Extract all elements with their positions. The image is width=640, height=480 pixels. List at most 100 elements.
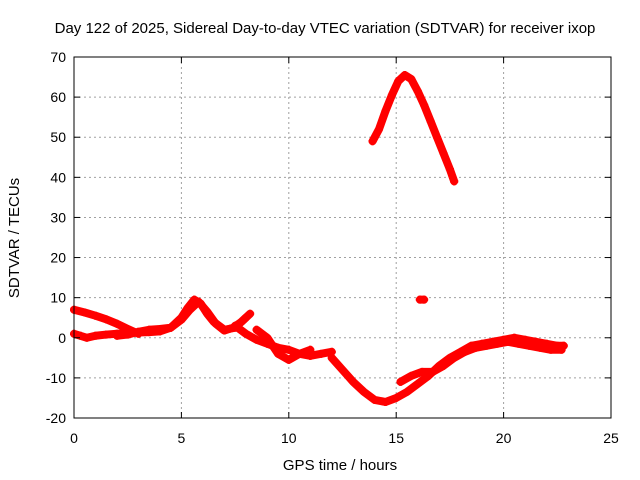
data-point — [349, 377, 358, 386]
data-point — [394, 77, 403, 86]
data-point — [338, 365, 347, 374]
data-point — [460, 347, 469, 356]
data-point — [246, 309, 255, 318]
data-point — [166, 323, 175, 332]
data-point — [450, 177, 459, 186]
data-point — [185, 305, 194, 314]
x-tick-label: 25 — [603, 430, 619, 446]
data-point — [237, 317, 246, 326]
data-point — [439, 149, 448, 158]
y-tick-label: 0 — [58, 330, 66, 346]
y-tick-label: 10 — [50, 290, 66, 306]
data-point — [413, 87, 422, 96]
data-point — [274, 349, 283, 358]
data-point — [327, 353, 336, 362]
data-point — [220, 326, 229, 335]
data-point — [381, 107, 390, 116]
data-point — [134, 327, 143, 336]
x-tick-label: 15 — [388, 430, 404, 446]
series-isolated-point — [415, 295, 429, 304]
data-point — [525, 341, 534, 350]
data-point — [482, 341, 491, 350]
data-point — [177, 315, 186, 324]
y-axis-ticks: -20 -10 0 10 20 30 40 50 60 70 — [46, 49, 611, 426]
x-axis-label: GPS time / hours — [283, 457, 397, 474]
data-point — [536, 343, 545, 352]
y-axis-label: SDTVAR / TECUs — [6, 178, 23, 298]
data-point — [112, 319, 121, 328]
data-point — [445, 165, 454, 174]
data-point — [417, 367, 426, 376]
data-point — [252, 335, 261, 344]
series-arc-night-late — [396, 337, 566, 386]
data-point — [413, 379, 422, 388]
data-point — [263, 333, 272, 342]
y-tick-label: -10 — [46, 370, 66, 386]
data-point — [407, 75, 416, 84]
data-point — [514, 339, 523, 348]
x-axis-ticks: 0 5 10 15 20 25 — [70, 57, 619, 446]
data-point — [428, 367, 437, 376]
data-point — [91, 331, 100, 340]
data-point — [426, 117, 435, 126]
series-arc-afternoon-spread — [252, 325, 315, 364]
data-point — [194, 297, 203, 306]
data-point — [359, 387, 368, 396]
y-tick-label: 20 — [50, 250, 66, 266]
data-point — [80, 308, 89, 317]
data-point — [439, 361, 448, 370]
data-point — [381, 397, 390, 406]
y-tick-label: -20 — [46, 410, 66, 426]
plot-frame — [73, 56, 612, 419]
data-point — [317, 349, 326, 358]
data-point — [91, 311, 100, 320]
data-point — [420, 295, 429, 304]
data-point — [231, 321, 240, 330]
data-point — [396, 377, 405, 386]
data-point — [252, 325, 261, 334]
data-point — [420, 101, 429, 110]
data-point — [112, 331, 121, 340]
series-line — [231, 321, 336, 360]
data-point — [123, 330, 132, 339]
x-tick-label: 0 — [70, 430, 78, 446]
data-point — [433, 133, 442, 142]
data-point — [471, 343, 480, 352]
x-tick-label: 5 — [178, 430, 186, 446]
series-line — [396, 337, 566, 386]
data-point — [400, 71, 409, 80]
x-tick-label: 10 — [281, 430, 297, 446]
data-point — [450, 353, 459, 362]
data-point — [102, 315, 111, 324]
data-point — [155, 324, 164, 333]
data-point — [493, 339, 502, 348]
data-point — [102, 330, 111, 339]
data-series — [70, 71, 568, 406]
y-tick-label: 40 — [50, 169, 66, 185]
data-point — [295, 349, 304, 358]
series-arc-high-peak — [368, 71, 459, 186]
x-tick-label: 20 — [496, 430, 512, 446]
data-point — [76, 331, 85, 340]
data-point — [375, 125, 384, 134]
data-point — [284, 345, 293, 354]
data-point — [387, 91, 396, 100]
data-point — [370, 395, 379, 404]
data-point — [203, 307, 212, 316]
data-point — [145, 325, 154, 334]
series-arc-morning-second — [112, 297, 255, 340]
y-tick-label: 30 — [50, 209, 66, 225]
data-point — [402, 387, 411, 396]
data-point — [407, 371, 416, 380]
data-point — [368, 137, 377, 146]
data-point — [306, 345, 315, 354]
y-tick-label: 50 — [50, 129, 66, 145]
data-point — [241, 329, 250, 338]
y-tick-label: 70 — [50, 49, 66, 65]
data-point — [503, 337, 512, 346]
data-point — [284, 355, 293, 364]
chart-title: Day 122 of 2025, Sidereal Day-to-day VTE… — [55, 20, 596, 37]
y-tick-label: 60 — [50, 89, 66, 105]
data-point — [392, 393, 401, 402]
